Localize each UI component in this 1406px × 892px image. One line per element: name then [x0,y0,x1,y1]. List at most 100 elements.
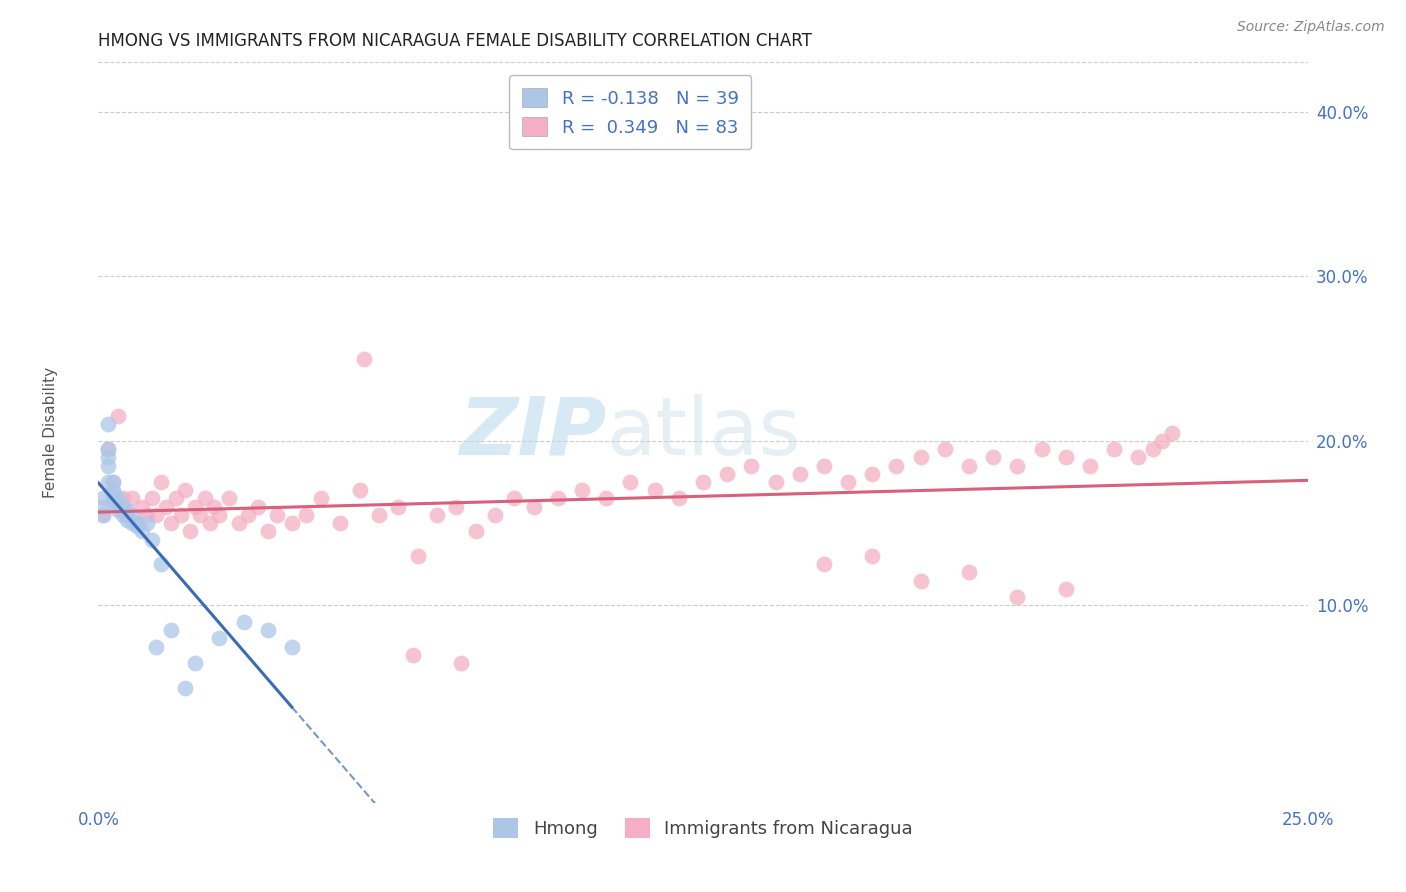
Point [1007,458,1029,473]
Point [111,503,134,517]
Point [107,500,129,514]
Point [101,486,124,500]
Text: Female Disability: Female Disability [42,367,58,499]
Point [813,558,835,572]
Point [127,516,149,530]
Point [523,500,546,514]
Point [765,475,787,489]
Point [1054,582,1077,596]
Point [692,475,714,489]
Point [131,524,153,539]
Point [135,508,157,522]
Point [204,500,226,514]
Point [886,458,908,473]
Point [247,500,270,514]
Point [160,623,183,637]
Point [127,519,149,533]
Point [1152,434,1174,448]
Point [446,500,468,514]
Point [860,549,883,563]
Point [837,475,859,489]
Legend: Hmong, Immigrants from Nicaragua: Hmong, Immigrants from Nicaragua [486,811,920,846]
Point [117,513,139,527]
Point [740,458,762,473]
Point [387,500,409,514]
Point [107,491,129,506]
Point [309,491,332,506]
Point [155,500,177,514]
Point [184,500,207,514]
Point [131,500,153,514]
Point [957,458,980,473]
Point [160,516,183,530]
Point [150,558,173,572]
Point [97,442,120,456]
Point [194,491,217,506]
Point [97,458,120,473]
Point [121,516,143,530]
Point [111,500,134,514]
Point [1161,425,1184,440]
Point [145,508,167,522]
Point [174,483,197,498]
Point [117,508,139,522]
Point [716,467,738,481]
Point [174,681,197,695]
Text: ZIP: ZIP [458,393,606,472]
Point [117,503,139,517]
Point [256,623,278,637]
Point [101,475,124,489]
Point [353,351,375,366]
Point [101,483,124,498]
Point [368,508,391,522]
Point [141,491,163,506]
Point [179,524,201,539]
Point [150,475,173,489]
Point [145,640,167,654]
Point [91,491,114,506]
Text: HMONG VS IMMIGRANTS FROM NICARAGUA FEMALE DISABILITY CORRELATION CHART: HMONG VS IMMIGRANTS FROM NICARAGUA FEMAL… [98,32,813,50]
Point [97,450,120,465]
Point [1054,450,1077,465]
Point [121,508,143,522]
Point [644,483,666,498]
Text: Source: ZipAtlas.com: Source: ZipAtlas.com [1237,20,1385,34]
Point [619,475,641,489]
Point [198,516,221,530]
Point [547,491,569,506]
Point [107,500,129,514]
Point [238,508,260,522]
Point [111,508,134,522]
Point [1078,458,1101,473]
Point [503,491,526,506]
Point [127,516,149,530]
Point [668,491,690,506]
Point [910,574,932,588]
Point [208,508,231,522]
Point [91,508,114,522]
Point [111,491,134,506]
Point [464,524,486,539]
Point [484,508,506,522]
Point [571,483,593,498]
Point [121,491,143,506]
Point [450,656,472,670]
Point [281,516,304,530]
Point [91,500,114,514]
Point [208,632,231,646]
Point [281,640,304,654]
Point [184,656,207,670]
Point [981,450,1004,465]
Point [934,442,956,456]
Point [957,566,980,580]
Point [101,475,124,489]
Text: atlas: atlas [606,393,800,472]
Point [789,467,811,481]
Point [1128,450,1150,465]
Point [165,491,187,506]
Point [107,503,129,517]
Point [266,508,288,522]
Point [101,494,124,508]
Point [107,496,129,510]
Point [141,533,163,547]
